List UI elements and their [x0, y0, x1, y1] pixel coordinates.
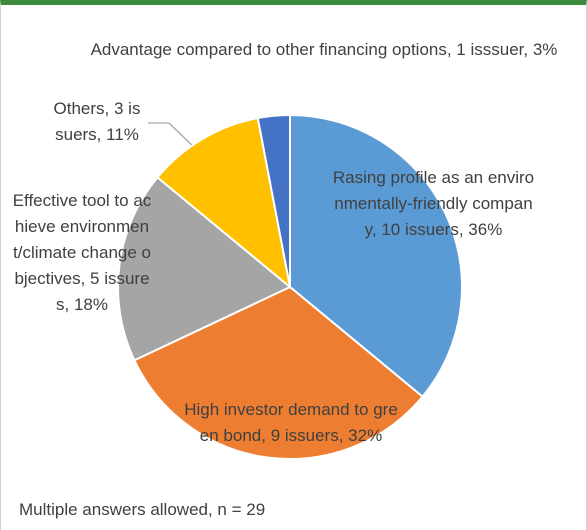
slice-label: High investor demand to green bond, 9 is… — [184, 400, 398, 445]
leader-line — [148, 122, 200, 153]
pie-slice — [133, 285, 424, 460]
pie-slice — [117, 175, 292, 362]
slice-label: Rasing profile as an environmentally-fri… — [332, 168, 535, 239]
slice-label: Others, 3 issuers, 11% — [53, 99, 141, 144]
slice-label: Effective tool to achieve environment/cl… — [12, 191, 152, 314]
pie-slice — [289, 113, 463, 399]
pie-slice — [156, 116, 292, 290]
footnote: Multiple answers allowed, n = 29 — [19, 500, 266, 519]
pie-area — [117, 113, 463, 460]
pie-slice — [256, 113, 291, 288]
slice-label: Advantage compared to other financing op… — [90, 40, 558, 59]
